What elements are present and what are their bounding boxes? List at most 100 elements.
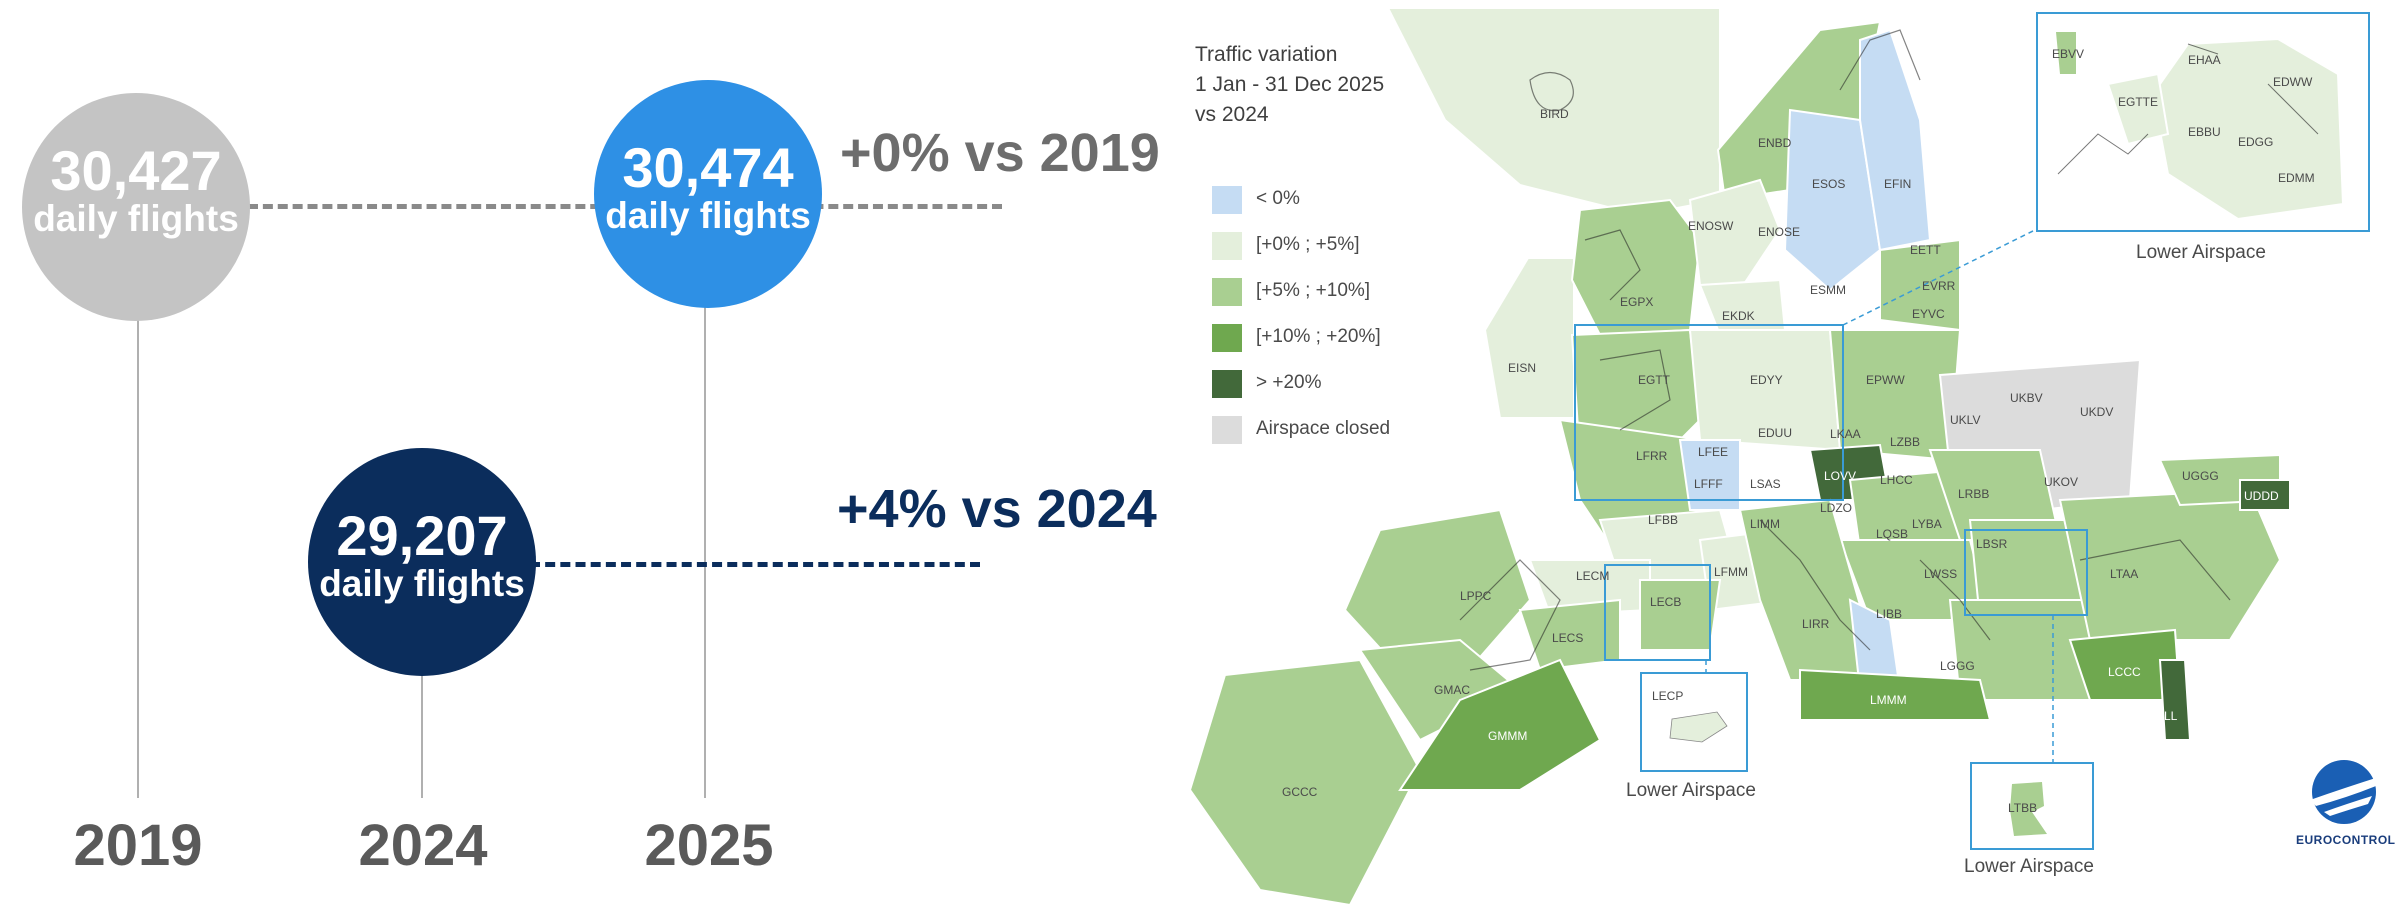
- germany-box: [1574, 324, 1844, 501]
- code-lqsb: LQSB: [1876, 527, 1908, 541]
- inset-germany-map: EBVV EGTTE EBBU EHAA EDWW EDGG EDMM: [2052, 32, 2345, 221]
- flights-value-2019: 30,427: [50, 139, 222, 202]
- region-eisn: [1483, 257, 1575, 419]
- code-ltaa: LTAA: [2110, 567, 2138, 581]
- region-efin: [1859, 28, 1932, 252]
- code-lovv: LOVV: [1824, 469, 1856, 483]
- code-lyba: LYBA: [1912, 517, 1942, 531]
- code-lwss: LWSS: [1924, 567, 1957, 581]
- delta-vs-2024: +4% vs 2024: [837, 479, 1157, 539]
- region-lmmm: [1799, 668, 1992, 721]
- legend-label: [+5% ; +10%]: [1256, 280, 1371, 301]
- region-ltaa: [2058, 488, 2282, 641]
- code-lppc: LPPC: [1460, 589, 1492, 603]
- code-lccc: LCCC: [2108, 665, 2141, 679]
- inset-germany: EBVV EGTTE EBBU EHAA EDWW EDGG EDMM: [2036, 12, 2370, 232]
- code-esmm: ESMM: [1810, 283, 1846, 297]
- code-evrr: EVRR: [1922, 279, 1956, 293]
- eurocontrol-logo-icon: [2310, 760, 2382, 824]
- code-libb: LIBB: [1876, 607, 1902, 621]
- code-gmmm: GMMM: [1488, 729, 1527, 743]
- code-gmac: GMAC: [1434, 683, 1470, 697]
- inset-code-edgg: EDGG: [2238, 135, 2273, 149]
- code-lfbb: LFBB: [1648, 513, 1678, 527]
- legend-swatch: [1212, 416, 1242, 444]
- code-eduu: EDUU: [1758, 426, 1792, 440]
- legend-label: > +20%: [1256, 372, 1322, 393]
- legend-swatch: [1212, 232, 1242, 260]
- region-uddd: [2239, 479, 2291, 511]
- code-lkaa: LKAA: [1830, 427, 1861, 441]
- inset-code-ebvv: EBVV: [2052, 47, 2084, 61]
- code-lecb: LECB: [1650, 595, 1681, 609]
- inset-code-ltbb: LTBB: [2008, 801, 2037, 815]
- inset-code-ebbu: EBBU: [2188, 125, 2221, 139]
- inset-germany-caption: Lower Airspace: [2136, 242, 2266, 263]
- year-2024: 2024: [358, 813, 488, 878]
- code-lfrr: LFRR: [1636, 449, 1668, 463]
- code-bird: BIRD: [1540, 107, 1569, 121]
- lecb-box: [1604, 564, 1711, 661]
- code-egtt: EGTT: [1638, 373, 1671, 387]
- bubble-2019: 30,427 daily flights: [22, 93, 250, 321]
- code-enose: ENOSE: [1758, 225, 1800, 239]
- stem-2019: [137, 310, 139, 798]
- code-uklv: UKLV: [1950, 413, 1980, 427]
- inset-code-edmm: EDMM: [2278, 171, 2315, 185]
- region-esos: [1783, 108, 1882, 292]
- code-ukov: UKOV: [2044, 475, 2078, 489]
- code-uggg: UGGG: [2182, 469, 2219, 483]
- region-llll: [2158, 659, 2192, 741]
- code-uddd: UDDD: [2244, 489, 2279, 503]
- code-lfee: LFEE: [1698, 445, 1728, 459]
- flights-label-2024: daily flights: [319, 563, 525, 604]
- stem-2025: [704, 300, 706, 798]
- code-eett: EETT: [1910, 243, 1941, 257]
- code-ukdv: UKDV: [2080, 405, 2113, 419]
- code-lirr: LIRR: [1802, 617, 1830, 631]
- code-eyvc: EYVC: [1912, 307, 1945, 321]
- code-lecs: LECS: [1552, 631, 1583, 645]
- inset-lecp: LECP: [1640, 672, 1748, 772]
- legend-swatch: [1212, 278, 1242, 306]
- region-codes: BIRD ENBD ENOSW ENOSE ESOS EFIN EETT EVR…: [1282, 107, 2279, 799]
- code-edyy: EDYY: [1750, 373, 1783, 387]
- map-title-line3: vs 2024: [1195, 103, 1269, 126]
- inset-ltbb-caption: Lower Airspace: [1964, 856, 2094, 877]
- code-llll: LL: [2164, 709, 2178, 723]
- legend-label: [+0% ; +5%]: [1256, 234, 1360, 255]
- code-eisn: EISN: [1508, 361, 1536, 375]
- code-enbd: ENBD: [1758, 136, 1792, 150]
- inset-code-lecp: LECP: [1652, 689, 1683, 703]
- region-lecb: [1639, 579, 1722, 651]
- ltbb-box: [1964, 529, 2088, 616]
- code-lggg: LGGG: [1940, 659, 1975, 673]
- code-ukbv: UKBV: [2010, 391, 2043, 405]
- inset-code-edww: EDWW: [2273, 75, 2313, 89]
- legend-label: [+10% ; +20%]: [1256, 326, 1381, 347]
- inset-code-egtte: EGTTE: [2118, 95, 2158, 109]
- stem-2024: [421, 672, 423, 798]
- legend-swatch: [1212, 186, 1242, 214]
- inset-code-ehaa: EHAA: [2188, 53, 2221, 67]
- delta-vs-2019: +0% vs 2019: [840, 123, 1160, 183]
- region-egpx: [1570, 198, 1702, 337]
- flights-value-2025: 30,474: [622, 136, 794, 199]
- dash-line-2024: [530, 562, 980, 567]
- code-lzbb: LZBB: [1890, 435, 1920, 449]
- code-ekdk: EKDK: [1722, 309, 1755, 323]
- code-lecm: LECM: [1576, 569, 1609, 583]
- inset-ltbb: LTBB: [1970, 762, 2094, 850]
- year-2025: 2025: [644, 813, 774, 878]
- flights-label-2025: daily flights: [605, 195, 811, 236]
- code-limm: LIMM: [1750, 517, 1780, 531]
- region-gmmm: [1398, 658, 1602, 791]
- region-enos: [1688, 178, 1782, 292]
- legend-swatch: [1212, 324, 1242, 352]
- legend-swatch: [1212, 370, 1242, 398]
- eurocontrol-logo-text: EUROCONTROL: [2296, 833, 2396, 847]
- traffic-map: BIRD ENBD ENOSW ENOSE ESOS EFIN EETT EVR…: [1180, 0, 2406, 907]
- code-lmmm: LMMM: [1870, 693, 1907, 707]
- code-efin: EFIN: [1884, 177, 1911, 191]
- code-lrbb: LRBB: [1958, 487, 1989, 501]
